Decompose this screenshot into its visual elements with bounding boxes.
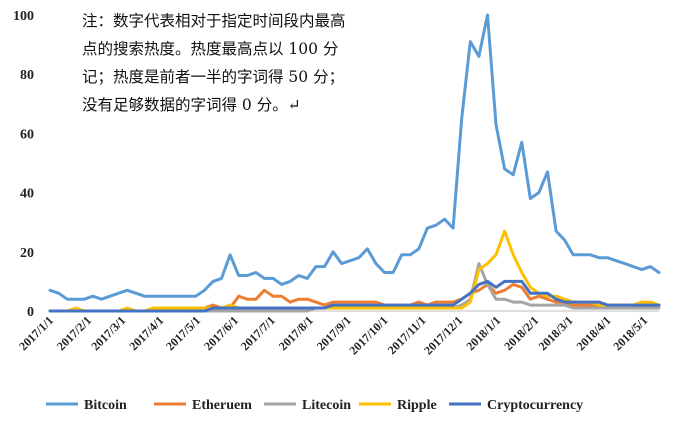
y-tick-label: 20 [20, 246, 34, 261]
x-tick-label: 2017/10/1 [346, 313, 390, 357]
x-tick-label: 2017/12/1 [421, 313, 465, 357]
x-tick-label: 2018/5/1 [610, 313, 650, 353]
y-tick-label: 0 [27, 305, 34, 320]
x-tick-label: 2017/8/1 [276, 313, 316, 353]
legend-label: Ripple [397, 398, 437, 413]
x-tick-label: 2017/2/1 [54, 313, 94, 353]
y-tick-label: 80 [20, 68, 34, 83]
note-line: 注：数字代表相对于指定时间段内最高 [82, 12, 346, 30]
x-tick-label: 2017/7/1 [238, 313, 278, 353]
legend-label: Litecoin [302, 398, 351, 413]
series-line-bitcoin [48, 13, 661, 301]
note-line: 记；热度是前者一半的字词得 50 分； [82, 68, 344, 86]
series-line-cryptocurrency [48, 279, 661, 313]
note-line: 没有足够数据的字词得 0 分。↵ [82, 96, 301, 114]
legend-label: Cryptocurrency [487, 398, 583, 413]
x-tick-label: 2017/4/1 [126, 313, 166, 353]
note-line: 点的搜索热度。热度最高点以 100 分 [82, 40, 338, 58]
legend-label: Bitcoin [84, 398, 127, 413]
y-tick-label: 40 [20, 187, 34, 202]
x-tick-label: 2017/11/1 [385, 313, 429, 357]
x-tick-label: 2018/2/1 [501, 313, 541, 353]
y-tick-label: 100 [13, 9, 34, 24]
x-tick-label: 2018/3/1 [536, 313, 576, 353]
series-line-ripple [48, 229, 661, 313]
x-tick-label: 2017/1/1 [16, 313, 56, 353]
legend: Bitcoin Etheruem Litecoin Ripple Cryptocurre… [46, 398, 583, 413]
x-tick-label: 2018/4/1 [574, 313, 614, 353]
x-tick-label: 2017/5/1 [163, 313, 203, 353]
x-tick-label: 2017/6/1 [201, 313, 241, 353]
x-tick-label: 2018/1/1 [463, 313, 503, 353]
x-tick-label: 2017/3/1 [88, 313, 128, 353]
y-tick-label: 60 [20, 127, 34, 142]
legend-label: Etheruem [192, 398, 252, 413]
series-lines [48, 13, 661, 313]
